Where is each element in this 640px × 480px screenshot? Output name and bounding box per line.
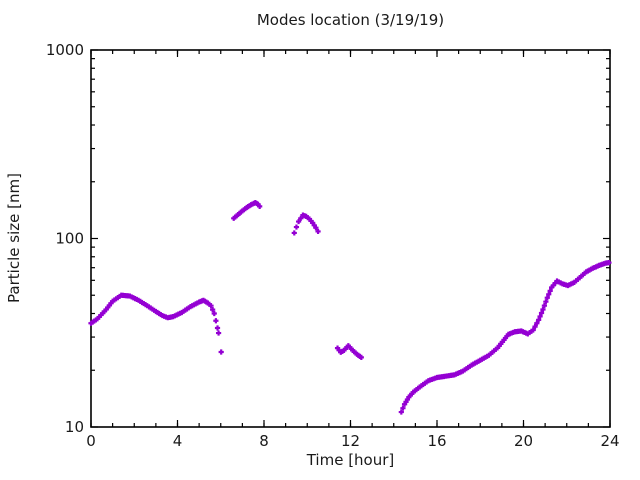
x-tick-label: 24	[600, 432, 619, 450]
data-point	[213, 318, 219, 324]
data-point	[218, 349, 224, 355]
x-tick-label: 20	[514, 432, 533, 450]
series-noon-wiggle	[334, 343, 364, 361]
series-evening-growth	[398, 259, 612, 415]
series-midday-arc-2	[291, 212, 321, 236]
y-tick-label: 100	[55, 230, 84, 248]
data-point	[215, 330, 222, 336]
axes-frame: 0 4 8 12 16 20 24 10 100 1000	[46, 41, 620, 450]
chart-title: Modes location (3/19/19)	[256, 11, 445, 29]
plot-border	[90, 49, 611, 428]
x-tick-label: 8	[259, 432, 269, 450]
x-axis-label: Time [hour]	[306, 451, 395, 469]
series-midday-arc-1	[231, 200, 263, 221]
x-tick-label: 12	[341, 432, 360, 450]
data-point	[293, 224, 300, 230]
x-tick-label: 16	[427, 432, 446, 450]
series-morning-mode	[88, 292, 221, 331]
x-tick-label: 4	[173, 432, 183, 450]
data-point	[214, 325, 221, 331]
series-morning-mode-tail	[215, 330, 224, 355]
x-tick-label: 0	[86, 432, 96, 450]
data-point	[291, 230, 297, 236]
y-tick-label: 10	[65, 418, 84, 436]
y-tick-label: 1000	[46, 41, 84, 59]
data-series	[88, 200, 612, 415]
